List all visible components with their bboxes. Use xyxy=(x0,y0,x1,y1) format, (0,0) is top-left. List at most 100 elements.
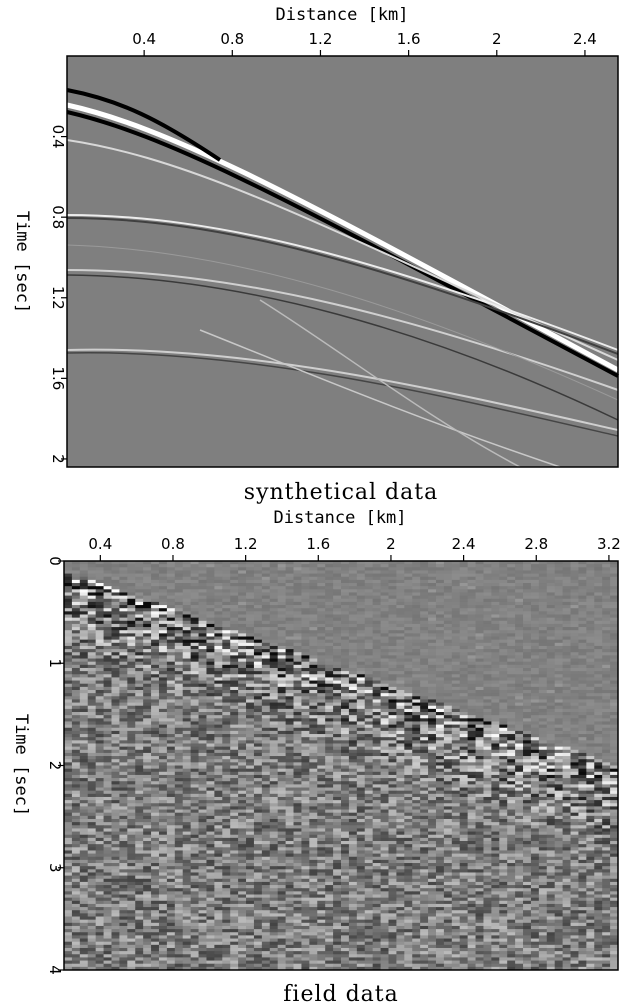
seismic-sample xyxy=(523,630,532,634)
seismic-sample xyxy=(443,721,453,725)
seismic-sample xyxy=(151,605,160,609)
seismic-sample xyxy=(246,702,255,707)
seismic-sample xyxy=(333,734,342,738)
seismic-sample xyxy=(119,712,128,716)
seismic-sample xyxy=(246,689,255,694)
seismic-sample xyxy=(570,630,579,634)
seismic-sample xyxy=(594,768,603,773)
seismic-sample xyxy=(238,718,247,722)
seismic-sample xyxy=(610,759,619,763)
seismic-sample xyxy=(578,617,587,622)
seismic-sample xyxy=(538,689,548,694)
seismic-sample xyxy=(578,712,587,716)
seismic-sample xyxy=(443,630,453,634)
seismic-sample xyxy=(602,627,611,631)
seismic-sample xyxy=(333,699,342,703)
seismic-sample xyxy=(253,721,263,725)
seismic-sample xyxy=(396,686,405,691)
seismic-sample xyxy=(206,712,215,716)
seismic-sample xyxy=(594,595,603,600)
seismic-sample xyxy=(602,680,611,685)
seismic-sample xyxy=(562,573,571,578)
seismic-sample xyxy=(586,671,595,675)
seismic-sample xyxy=(151,611,160,615)
seismic-sample xyxy=(475,746,484,751)
seismic-sample xyxy=(277,620,286,625)
seismic-sample xyxy=(530,664,540,669)
seismic-sample xyxy=(341,611,350,615)
seismic-sample xyxy=(174,683,184,688)
seismic-sample xyxy=(578,737,587,741)
seismic-sample xyxy=(103,771,112,776)
seismic-sample xyxy=(562,721,571,725)
seismic-sample xyxy=(570,655,579,659)
seismic-sample xyxy=(428,627,437,631)
seismic-sample xyxy=(602,712,611,716)
seismic-sample xyxy=(230,627,239,631)
seismic-sample xyxy=(602,586,611,590)
seismic-sample xyxy=(530,721,540,725)
seismic-sample xyxy=(523,689,532,694)
seismic-sample xyxy=(538,721,548,725)
seismic-sample xyxy=(111,756,120,760)
seismic-sample xyxy=(372,686,381,691)
seismic-sample xyxy=(198,608,207,612)
seismic-sample xyxy=(269,774,279,779)
seismic-sample xyxy=(158,680,168,685)
seismic-sample xyxy=(451,658,461,663)
seismic-sample xyxy=(198,774,207,779)
seismic-sample xyxy=(475,664,484,669)
seismic-sample xyxy=(151,627,160,631)
seismic-sample xyxy=(364,627,374,631)
seismic-sample xyxy=(87,664,97,669)
seismic-sample xyxy=(443,570,453,574)
seismic-sample xyxy=(246,623,255,628)
seismic-sample xyxy=(475,642,484,647)
seismic-sample xyxy=(491,696,500,700)
seismic-sample xyxy=(483,645,492,650)
seismic-sample xyxy=(301,749,310,754)
seismic-sample xyxy=(372,645,381,650)
seismic-sample xyxy=(253,768,263,773)
seismic-sample xyxy=(507,712,516,716)
seismic-sample xyxy=(515,734,524,738)
seismic-sample xyxy=(443,686,453,691)
seismic-sample xyxy=(348,778,358,782)
seismic-sample xyxy=(515,759,524,763)
seismic-sample xyxy=(388,583,397,587)
seismic-sample xyxy=(214,649,223,653)
seismic-sample xyxy=(428,708,437,713)
seismic-sample xyxy=(372,633,381,637)
seismic-sample xyxy=(238,658,247,663)
seismic-sample xyxy=(538,652,548,656)
seismic-sample xyxy=(206,686,215,691)
seismic-sample xyxy=(333,661,342,666)
seismic-sample xyxy=(380,605,389,609)
seismic-sample xyxy=(523,696,532,700)
seismic-sample xyxy=(404,708,413,713)
seismic-sample xyxy=(309,595,318,600)
seismic-sample xyxy=(523,583,532,587)
seismic-sample xyxy=(111,576,120,581)
seismic-sample xyxy=(530,589,540,593)
seismic-sample xyxy=(246,768,255,773)
seismic-sample xyxy=(64,639,73,644)
seismic-sample xyxy=(594,573,603,578)
seismic-sample xyxy=(198,611,207,615)
seismic-sample xyxy=(166,561,176,565)
seismic-sample xyxy=(325,630,334,634)
seismic-sample xyxy=(507,623,516,628)
seismic-sample xyxy=(222,715,231,719)
seismic-sample xyxy=(420,705,429,710)
seismic-sample xyxy=(182,645,192,650)
seismic-sample xyxy=(151,737,160,741)
seismic-sample xyxy=(246,696,255,700)
seismic-sample xyxy=(174,730,184,735)
seismic-sample xyxy=(459,768,469,773)
seismic-sample xyxy=(269,605,279,609)
seismic-sample xyxy=(578,674,587,678)
seismic-sample xyxy=(586,579,595,584)
seismic-sample xyxy=(222,645,231,650)
seismic-sample xyxy=(127,649,136,653)
seismic-sample xyxy=(87,727,97,732)
